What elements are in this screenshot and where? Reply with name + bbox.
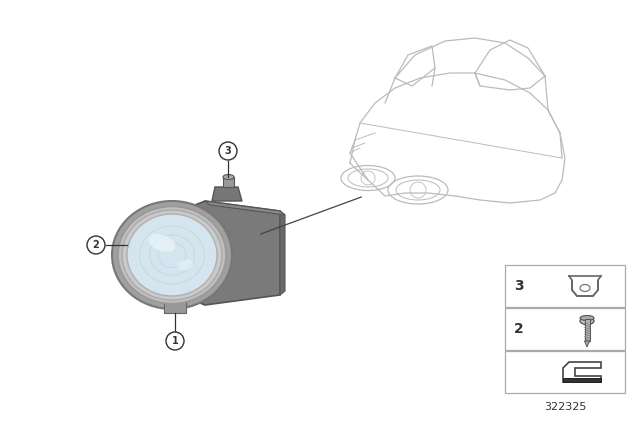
Bar (563, 378, 601, 382)
Text: 1: 1 (172, 336, 179, 346)
Polygon shape (185, 201, 280, 305)
Bar (505, 351, 625, 393)
Bar (584, 319, 589, 341)
Polygon shape (205, 201, 285, 215)
Text: 322325: 322325 (544, 402, 586, 412)
Polygon shape (223, 177, 234, 187)
Polygon shape (212, 187, 242, 201)
Polygon shape (584, 341, 589, 347)
Ellipse shape (118, 207, 226, 303)
Polygon shape (172, 235, 185, 248)
Ellipse shape (580, 315, 594, 320)
Bar (164, 301, 186, 313)
Bar (505, 308, 625, 350)
Text: 2: 2 (514, 322, 524, 336)
Ellipse shape (580, 318, 594, 324)
Polygon shape (280, 211, 285, 295)
Bar (505, 265, 625, 307)
Ellipse shape (223, 175, 234, 180)
Ellipse shape (177, 260, 193, 270)
Ellipse shape (127, 214, 217, 296)
Circle shape (219, 142, 237, 160)
Text: 2: 2 (93, 240, 99, 250)
Circle shape (87, 236, 105, 254)
Text: 3: 3 (514, 279, 524, 293)
Text: 3: 3 (225, 146, 232, 156)
Circle shape (166, 332, 184, 350)
Ellipse shape (122, 210, 222, 300)
Ellipse shape (112, 201, 232, 309)
Ellipse shape (148, 234, 175, 252)
